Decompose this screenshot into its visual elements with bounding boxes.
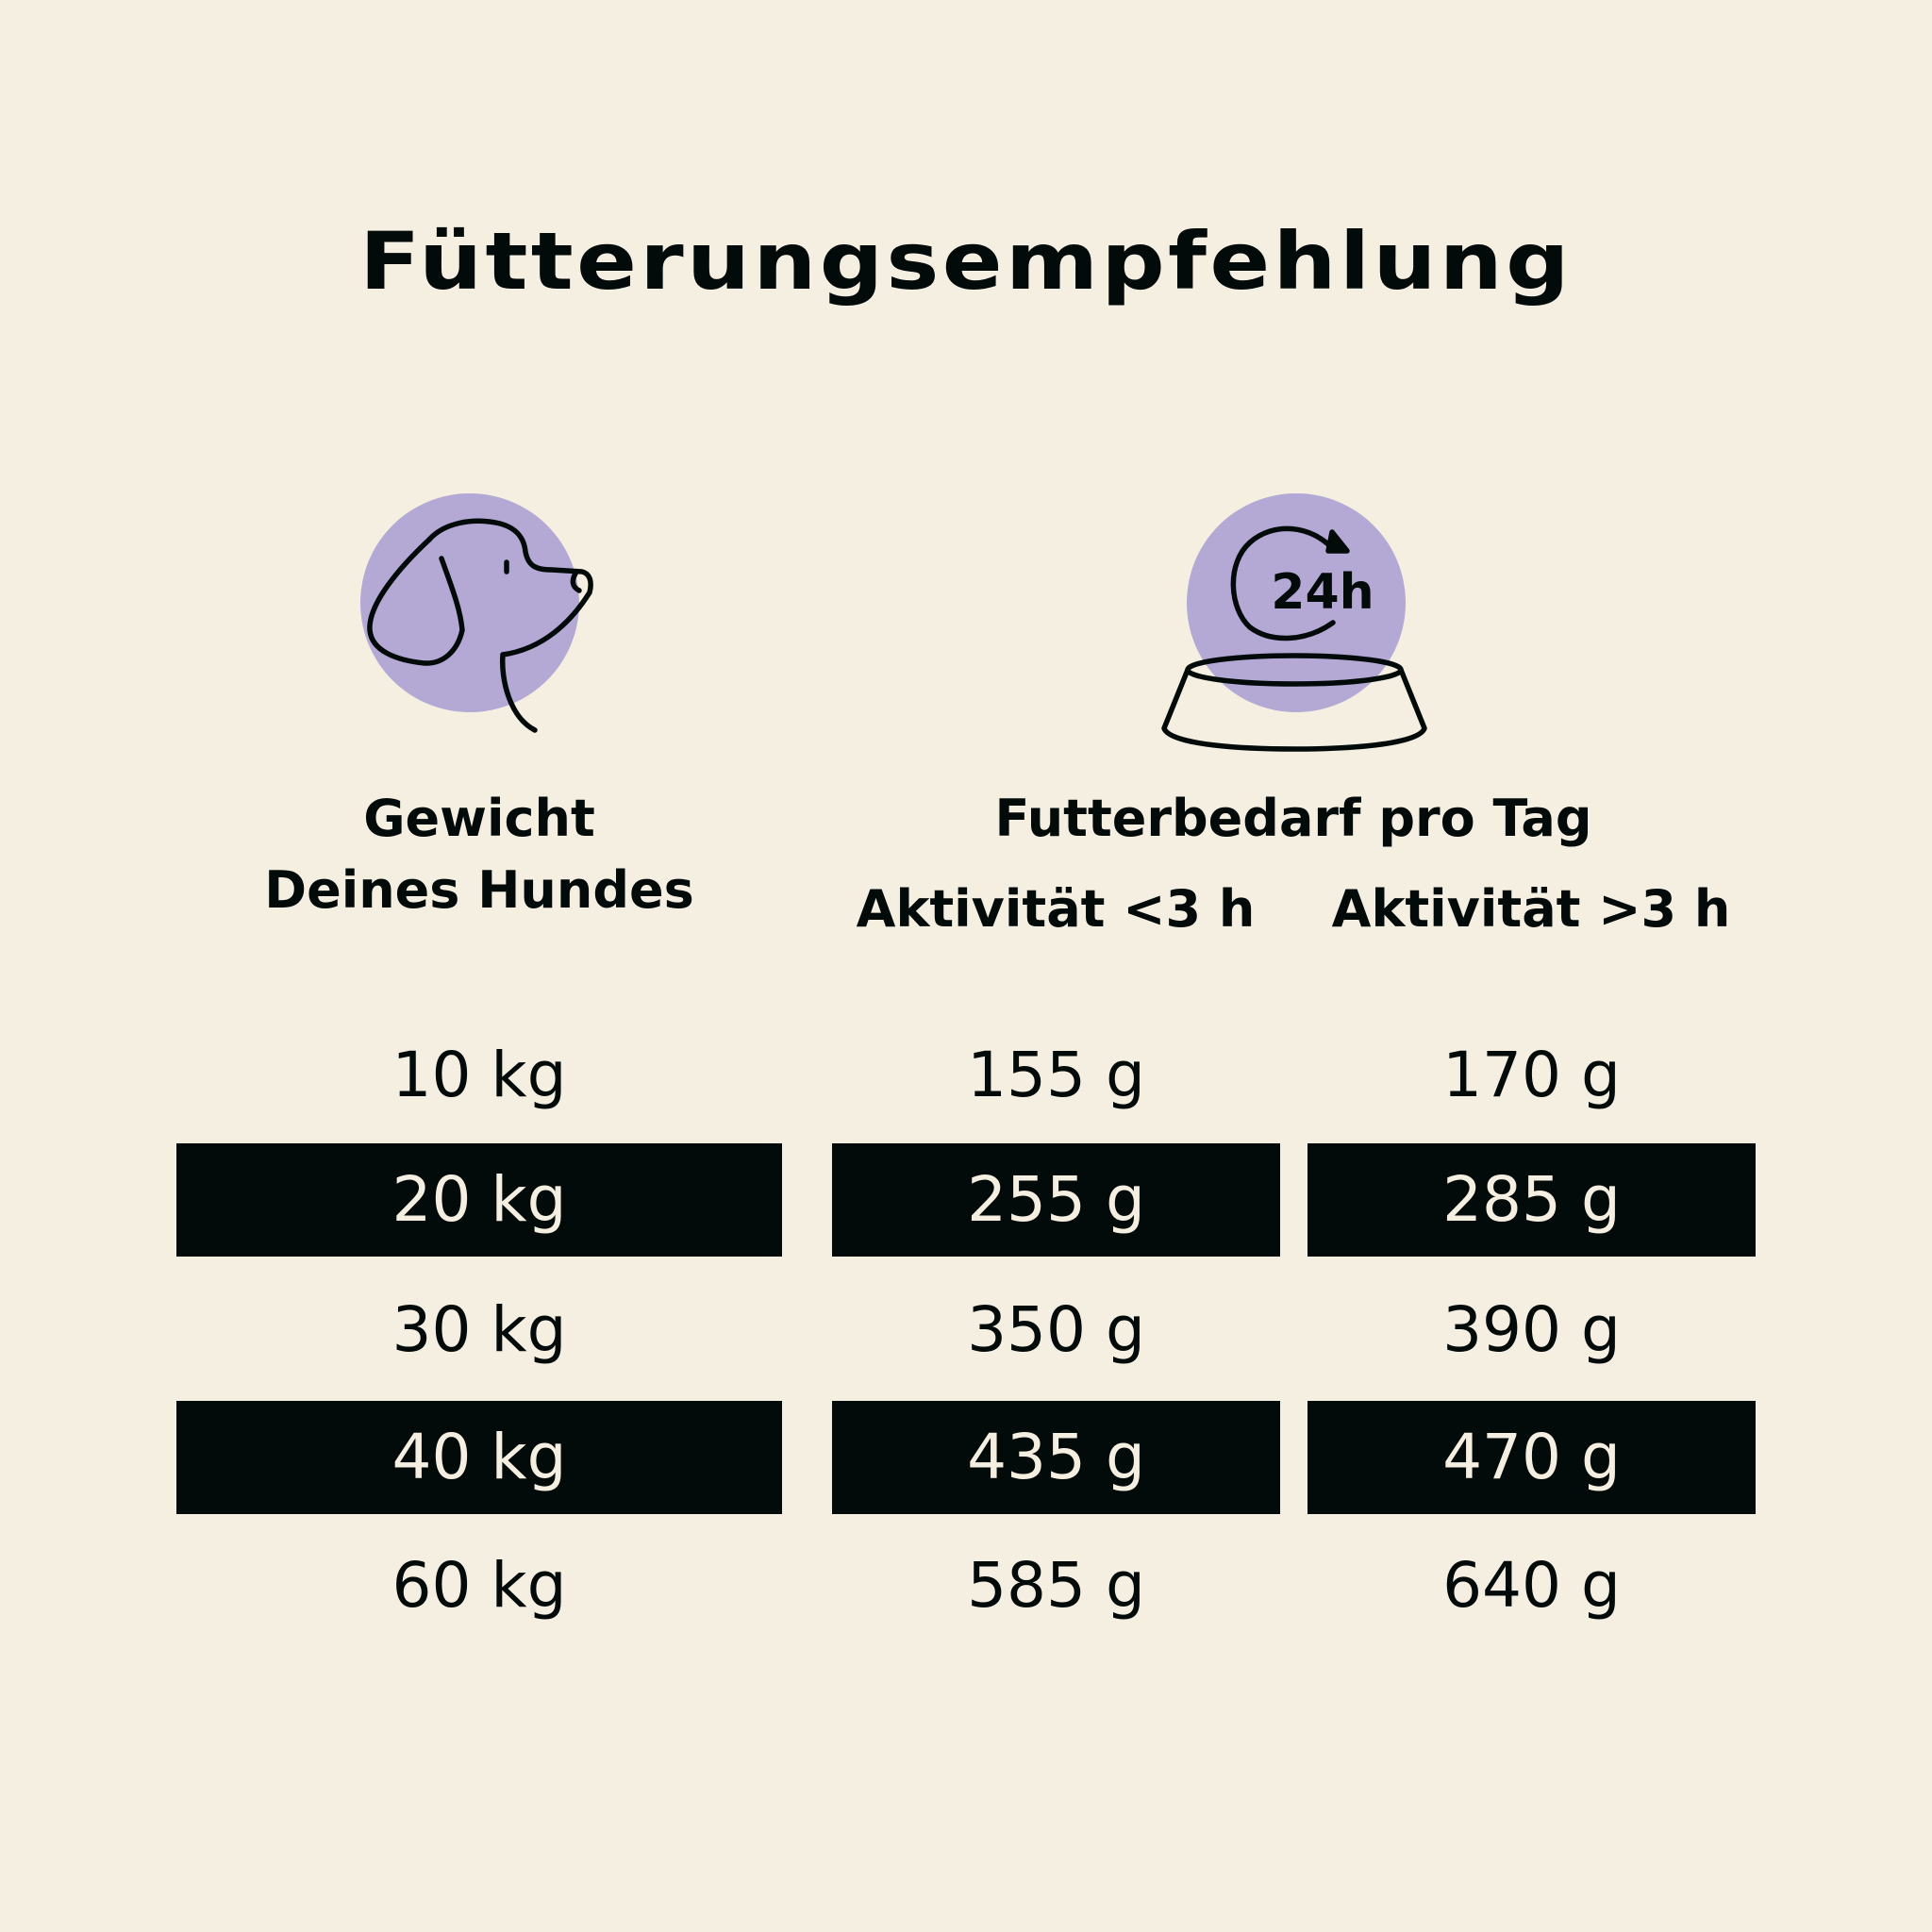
table-cell-high: 390 g — [1442, 1293, 1621, 1366]
table-cell-high: 170 g — [1442, 1039, 1621, 1111]
activity-low-header: Aktivität <3 h — [856, 879, 1256, 939]
table-cell-low: 435 g — [832, 1401, 1280, 1514]
activity-high-header: Aktivität >3 h — [1331, 879, 1731, 939]
weight-header-line1: Gewicht — [363, 789, 595, 848]
table-cell-weight: 10 kg — [391, 1039, 567, 1111]
table-cell-low: 350 g — [967, 1293, 1145, 1366]
table-cell-low: 585 g — [967, 1549, 1145, 1622]
table-cell-weight: 30 kg — [391, 1293, 567, 1366]
clock-label: 24h — [1271, 564, 1374, 621]
table-cell-weight: 20 kg — [176, 1143, 782, 1257]
table-cell-high: 285 g — [1307, 1143, 1756, 1257]
dog-head-icon — [360, 493, 593, 733]
bowl-24h-icon: 24h — [1161, 493, 1427, 752]
table-cell-weight: 60 kg — [391, 1549, 567, 1622]
weight-header-line2: Deines Hundes — [264, 860, 694, 920]
page-title: Fütterungsempfehlung — [359, 215, 1573, 308]
table-cell-weight: 40 kg — [176, 1401, 782, 1514]
table-cell-high: 640 g — [1442, 1549, 1621, 1622]
table-cell-low: 155 g — [967, 1039, 1145, 1111]
table-cell-high: 470 g — [1307, 1401, 1756, 1514]
food-header: Futterbedarf pro Tag — [994, 789, 1592, 848]
table-cell-low: 255 g — [832, 1143, 1280, 1257]
